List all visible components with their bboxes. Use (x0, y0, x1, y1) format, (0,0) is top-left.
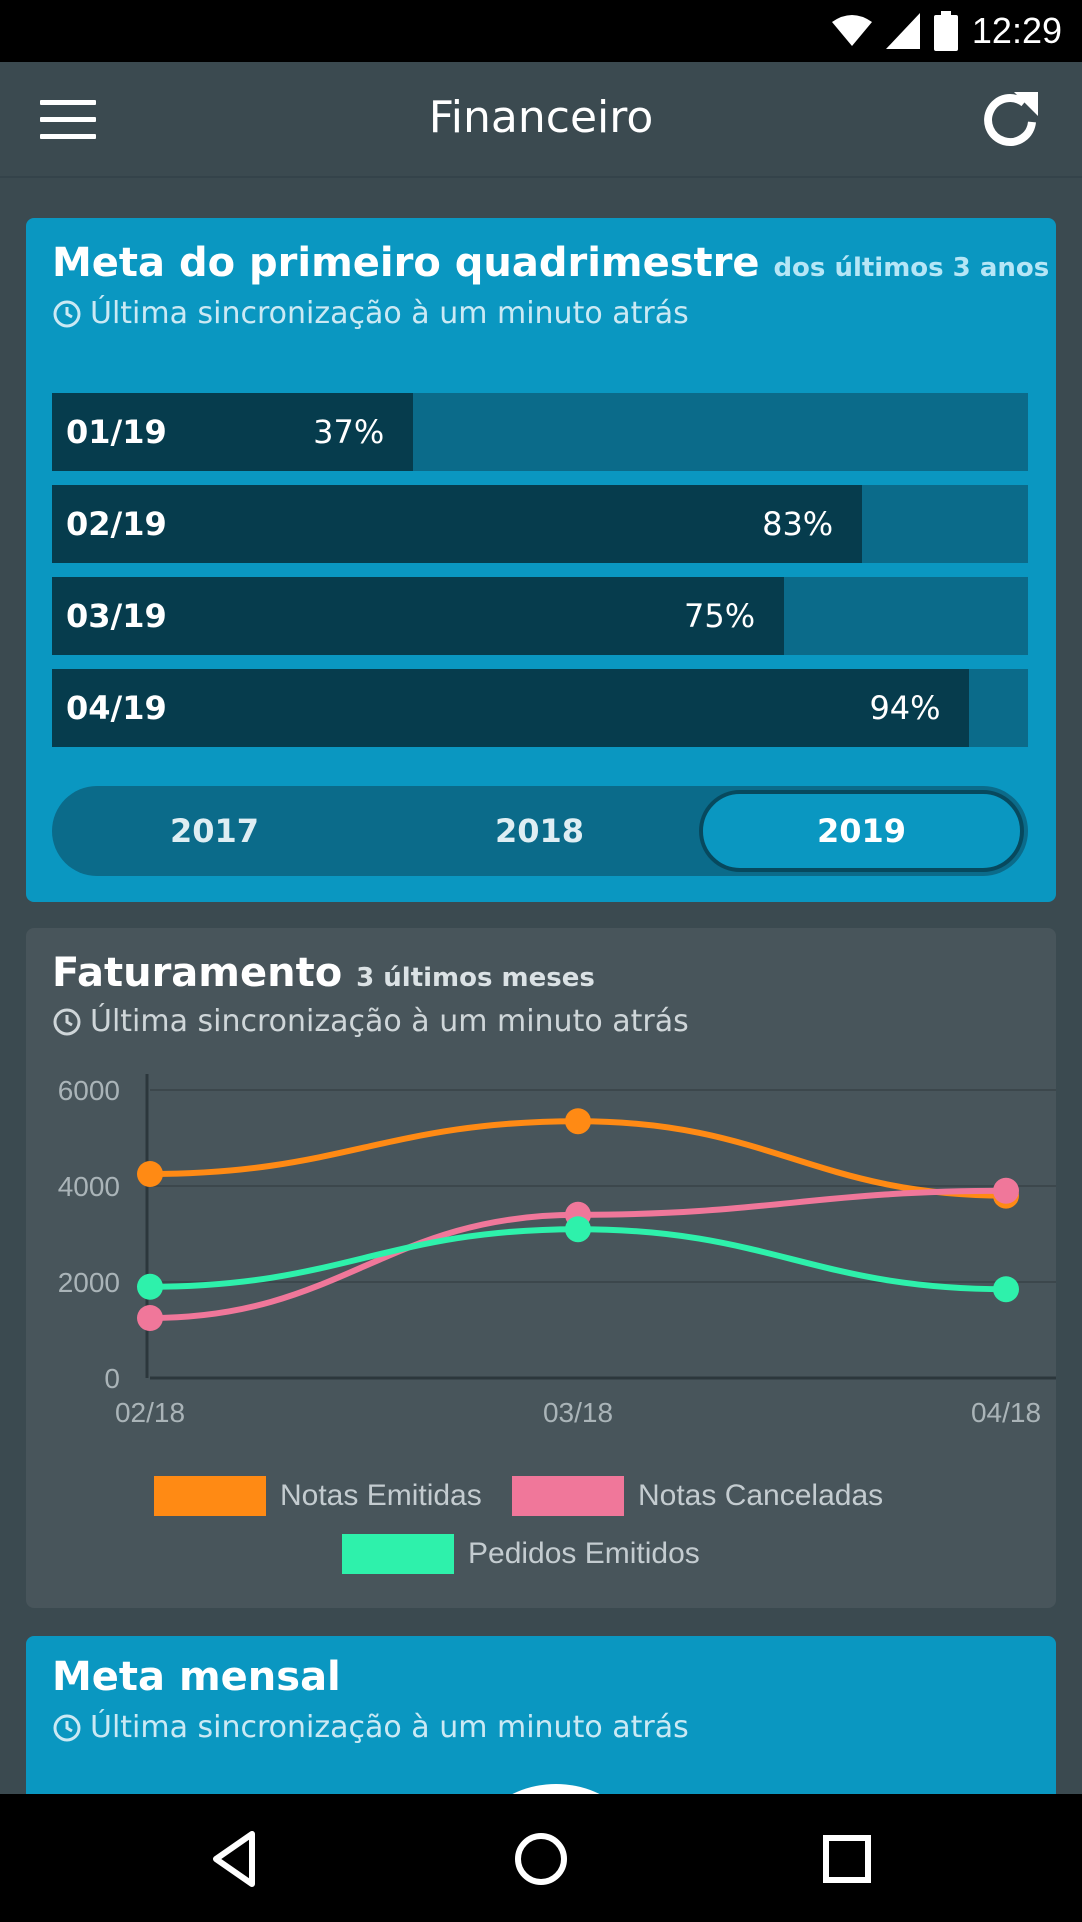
data-point (565, 1216, 591, 1243)
year-selector: 2017 2018 2019 (52, 786, 1028, 876)
status-bar: 12:29 (0, 0, 1082, 62)
legend-item[interactable]: Notas Emitidas (154, 1476, 482, 1516)
progress-label: 04/19 (66, 689, 167, 727)
x-tick-label: 03/18 (543, 1397, 613, 1428)
system-nav-bar (0, 1794, 1082, 1922)
legend-swatch (342, 1534, 454, 1574)
progress-label: 01/19 (66, 413, 167, 451)
battery-icon (933, 11, 958, 51)
progress-fill (52, 669, 970, 747)
wifi-icon (831, 15, 872, 46)
progress-value: 75% (684, 597, 756, 635)
data-point (993, 1177, 1019, 1204)
y-tick-label: 2000 (58, 1267, 120, 1298)
menu-icon[interactable] (40, 100, 96, 140)
card-subtitle: 3 últimos meses (356, 963, 595, 993)
data-point (993, 1276, 1019, 1303)
legend-swatch (154, 1476, 266, 1516)
legend-label: Notas Emitidas (280, 1479, 482, 1512)
x-tick-label: 02/18 (115, 1397, 185, 1428)
page-title: Financeiro (428, 92, 654, 143)
recents-icon[interactable] (812, 1824, 882, 1894)
legend-label: Pedidos Emitidos (468, 1537, 700, 1570)
sync-status: Última sincronização à um minuto atrás (52, 1004, 689, 1039)
progress-row: 02/19 83% (52, 485, 1028, 563)
x-tick-label: 04/18 (971, 1397, 1041, 1428)
y-tick-label: 4000 (58, 1171, 120, 1202)
legend-label: Notas Canceladas (638, 1479, 884, 1512)
progress-label: 03/19 (66, 597, 167, 635)
revenue-line-chart: 0 2000 4000 6000 02/18 03/18 04/18 (58, 1074, 1056, 1428)
sync-status: Última sincronização à um minuto atrás (52, 1710, 689, 1745)
legend-swatch (512, 1476, 624, 1516)
progress-fill (52, 485, 863, 563)
clock-icon (53, 300, 81, 327)
progress-row: 03/19 75% (52, 577, 1028, 655)
progress-label: 02/19 (66, 505, 167, 543)
progress-value: 94% (869, 689, 941, 727)
back-icon[interactable] (200, 1824, 270, 1894)
card-subtitle: dos últimos 3 anos (773, 253, 1050, 283)
data-point (137, 1273, 163, 1300)
data-point (565, 1108, 591, 1135)
year-option-2018[interactable]: 2018 (494, 812, 585, 850)
legend-item[interactable]: Notas Canceladas (512, 1476, 883, 1516)
progress-value: 83% (762, 505, 834, 543)
card-title: Meta mensal (52, 1654, 341, 1700)
card-title: Faturamento 3 últimos meses (52, 950, 595, 996)
data-point (137, 1305, 163, 1331)
y-tick-label: 6000 (58, 1075, 120, 1106)
legend-item[interactable]: Pedidos Emitidos (342, 1534, 700, 1574)
home-icon[interactable] (506, 1824, 576, 1894)
year-option-2019[interactable]: 2019 (699, 790, 1024, 872)
year-option-2017[interactable]: 2017 (169, 812, 260, 850)
progress-fill (52, 393, 414, 471)
y-tick-label: 0 (104, 1363, 120, 1394)
revenue-card: Faturamento 3 últimos meses Última sincr… (26, 928, 1056, 1608)
clock-time: 12:29 (971, 10, 1062, 51)
card-title: Meta do primeiro quadrimestre dos último… (52, 240, 1050, 286)
sync-status: Última sincronização à um minuto atrás (52, 296, 689, 331)
quarter-goal-card: Meta do primeiro quadrimestre dos último… (26, 218, 1056, 902)
refresh-icon[interactable] (980, 88, 1044, 152)
clock-icon (53, 1008, 81, 1035)
signal-icon (885, 13, 920, 49)
progress-row: 04/19 94% (52, 669, 1028, 747)
app-bar: Financeiro (0, 62, 1082, 178)
clock-icon (53, 1714, 81, 1741)
progress-fill (52, 577, 784, 655)
progress-value: 37% (313, 413, 385, 451)
progress-row: 01/19 37% (52, 393, 1028, 471)
data-point (137, 1161, 163, 1187)
